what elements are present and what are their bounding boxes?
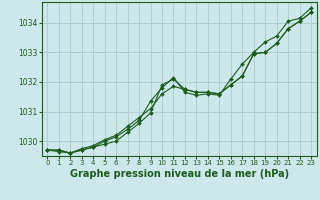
X-axis label: Graphe pression niveau de la mer (hPa): Graphe pression niveau de la mer (hPa) [70,169,289,179]
